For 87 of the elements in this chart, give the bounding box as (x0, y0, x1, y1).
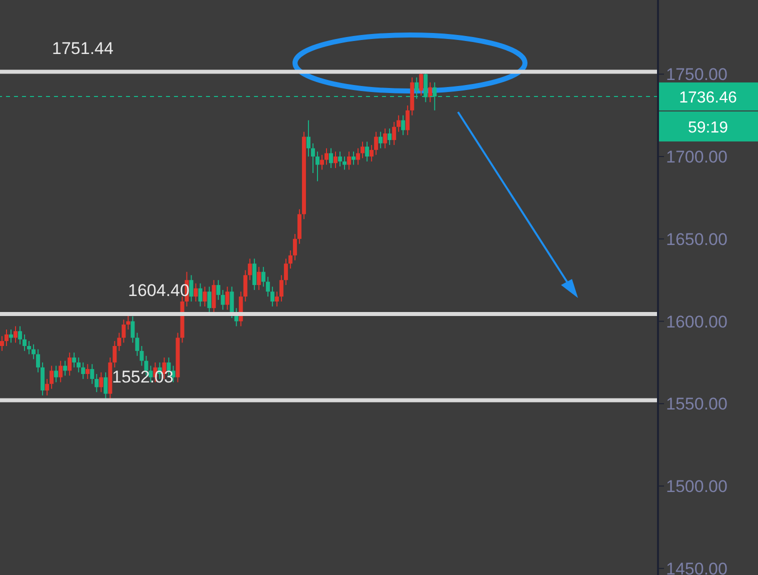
candlestick (329, 148, 333, 169)
candlestick (50, 365, 54, 390)
candlestick (374, 131, 378, 156)
y-tick-label: 1700.00 (666, 148, 728, 167)
candlestick (230, 286, 234, 318)
candlestick (342, 156, 347, 170)
candlestick (130, 316, 135, 344)
candlestick (104, 372, 108, 401)
candlestick (243, 270, 248, 302)
candlestick (388, 128, 392, 146)
ref-line-label: 1736.46 (679, 89, 738, 106)
candlestick (32, 344, 36, 360)
candlestick (36, 348, 40, 373)
candlestick (54, 365, 58, 383)
candlestick (288, 250, 292, 270)
candlestick (135, 332, 140, 356)
candlestick (252, 258, 256, 290)
candlestick (40, 362, 45, 396)
ref-line-label: 1751.44 (52, 38, 114, 58)
candlestick (320, 154, 324, 170)
text: 59:19 (688, 119, 728, 136)
candlestick (306, 120, 310, 158)
candlestick (347, 151, 352, 170)
candlestick (270, 286, 274, 307)
candlestick (14, 326, 18, 344)
candlestick (261, 266, 266, 288)
candlestick (27, 340, 32, 355)
candlestick (292, 233, 297, 261)
candlestick (189, 274, 194, 302)
candlestick (225, 286, 230, 310)
candlestick (198, 282, 202, 307)
candlestick (274, 291, 279, 307)
y-tick-label: 1750.00 (666, 65, 728, 84)
candlestick (86, 364, 90, 380)
candlestick (310, 142, 315, 174)
candlestick (220, 289, 225, 310)
candlestick (338, 151, 342, 167)
candlestick (406, 104, 410, 136)
candlestick (428, 82, 432, 103)
candlestick (315, 151, 320, 182)
candlestick (202, 286, 207, 307)
candlestick (378, 131, 383, 149)
candlestick (117, 332, 122, 352)
candlestick (76, 357, 81, 373)
y-tick-label: 1650.00 (666, 230, 728, 249)
candlestick (365, 141, 370, 162)
candlestick (256, 266, 261, 290)
candlestick (99, 372, 104, 393)
candlestick (9, 329, 14, 344)
candlestick (18, 326, 22, 345)
candlestick (194, 282, 198, 302)
candlestick (284, 258, 288, 286)
candlestick (94, 373, 99, 393)
candlestick (324, 148, 328, 166)
y-tick-label: 1550.00 (666, 394, 728, 414)
candlestick (58, 360, 63, 383)
candlestick (383, 128, 388, 149)
candlestick (22, 334, 27, 352)
candlestick (4, 329, 9, 346)
candlestick (392, 121, 396, 146)
candlestick (45, 378, 50, 396)
candlestick (212, 280, 216, 314)
candlestick (90, 364, 94, 384)
candlestick (360, 141, 365, 159)
candlestick (279, 274, 284, 302)
candlestick (63, 360, 68, 376)
candlestick (401, 114, 406, 136)
candlestick (126, 314, 130, 330)
candlestick (140, 345, 144, 366)
candlestick (396, 114, 401, 132)
candlestick (248, 258, 252, 281)
candlestick (72, 352, 76, 368)
candlestick (207, 286, 212, 314)
candlestick (0, 336, 4, 352)
candlestick (356, 148, 360, 166)
candlestick (68, 352, 72, 376)
candlestick (266, 276, 270, 298)
candlestick (216, 280, 220, 300)
candlestick (81, 362, 86, 380)
candlestick (334, 151, 338, 169)
y-tick-label: 1450.00 (666, 559, 728, 575)
y-tick-label: 1600.00 (666, 312, 728, 332)
y-tick-label: 1500.00 (666, 477, 728, 496)
candlestick (352, 151, 356, 166)
candlestick (370, 144, 374, 162)
candlestick (112, 340, 117, 368)
candlestick (122, 319, 126, 344)
